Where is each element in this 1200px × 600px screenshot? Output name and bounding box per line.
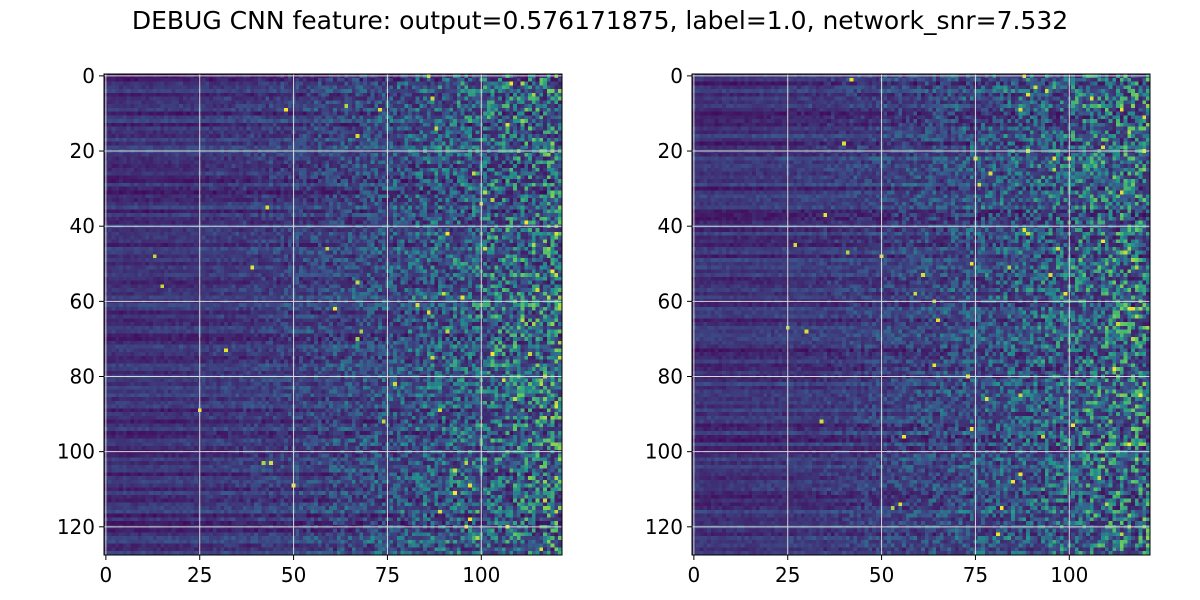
y-tick-label: 40 <box>70 214 95 238</box>
heatmap-axes-left: 0 25 50 75 100 0 20 40 60 80 100 120 <box>57 64 563 587</box>
heatmap-axes-right: 0 25 50 75 100 0 20 40 60 80 100 120 <box>645 64 1151 587</box>
x-tick-label: 75 <box>375 563 400 587</box>
axes-frame <box>691 73 1151 556</box>
heatmap-panel-right: 0 25 50 75 100 0 20 40 60 80 100 120 <box>645 64 1151 587</box>
x-tick-label: 0 <box>100 563 113 587</box>
x-tick-label: 25 <box>775 563 800 587</box>
heatmap-image-left <box>104 74 562 555</box>
y-tick-label: 80 <box>70 365 95 389</box>
figure-title: DEBUG CNN feature: output=0.576171875, l… <box>131 6 1069 35</box>
y-tick-label: 120 <box>645 515 683 539</box>
y-tick-label: 60 <box>658 289 683 313</box>
y-tick-label: 100 <box>645 440 683 464</box>
y-tick-label: 20 <box>658 139 683 163</box>
x-tick-label: 50 <box>869 563 894 587</box>
y-tick-label: 60 <box>70 289 95 313</box>
y-tick-label: 0 <box>670 64 683 88</box>
x-tick-label: 100 <box>1050 563 1088 587</box>
y-tick-label: 0 <box>82 64 95 88</box>
y-tick-label: 20 <box>70 139 95 163</box>
y-tick-label: 120 <box>57 515 95 539</box>
x-tick-label: 25 <box>187 563 212 587</box>
heatmap-panel-left: 0 25 50 75 100 0 20 40 60 80 100 120 <box>57 64 563 587</box>
x-tick-label: 100 <box>462 563 500 587</box>
x-tick-label: 50 <box>281 563 306 587</box>
y-tick-label: 80 <box>658 365 683 389</box>
x-tick-label: 75 <box>963 563 988 587</box>
axes-frame <box>103 73 563 556</box>
y-tick-label: 40 <box>658 214 683 238</box>
y-tick-label: 100 <box>57 440 95 464</box>
heatmap-image-right <box>692 74 1150 555</box>
x-tick-label: 0 <box>688 563 701 587</box>
